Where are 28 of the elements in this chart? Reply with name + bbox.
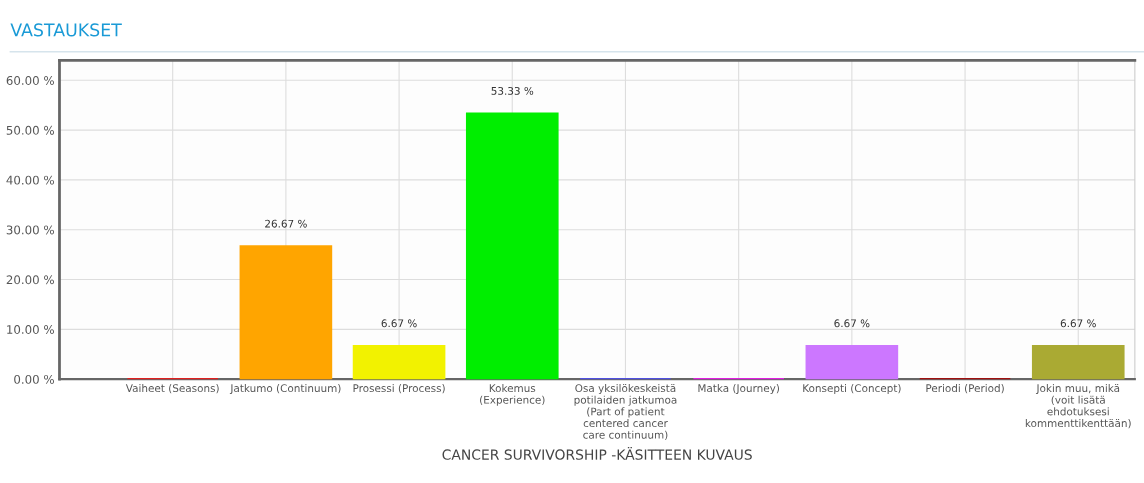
x-tick-label: Osa yksilökeskeistä potilaiden jatkumoa (Part of patient centered cancer care continuum) <box>574 384 677 440</box>
y-tick-label: 20.00 % <box>6 275 54 285</box>
bar <box>239 245 333 380</box>
data-label: 53.33 % <box>491 86 534 95</box>
data-label: 26.67 % <box>265 219 307 228</box>
x-tick-label: Jokin muu, mikä (voit lisätä ehdotuksesi kommenttikenttään) <box>1025 384 1131 429</box>
data-label: 6.67 % <box>834 319 870 328</box>
x-tick-label: Matka (Journey) <box>698 384 779 395</box>
y-tick-label: 50.00 % <box>6 125 54 135</box>
x-tick-label: Prosessi (Process) <box>353 384 445 394</box>
x-tick-label: Periodi (Period) <box>926 384 1004 394</box>
x-tick-label: Vaiheet (Seasons) <box>125 384 219 394</box>
x-tick-label: Jatkumo (Continuum) <box>229 384 341 395</box>
y-tick-label: 60.00 % <box>6 76 54 85</box>
chart-title: VASTAUKSET <box>10 23 122 37</box>
data-label: 6.67 % <box>1060 319 1096 328</box>
y-tick-label: 0.00 % <box>14 374 54 384</box>
y-tick-label: 40.00 % <box>6 175 54 185</box>
x-axis-title: CANCER SURVIVORSHIP -KÄSITTEEN KUVAUS <box>442 446 752 460</box>
bar <box>805 344 899 380</box>
x-tick-label: Kokemus (Experience) <box>480 384 545 406</box>
bar <box>465 112 559 380</box>
data-label: 6.67 % <box>381 319 417 328</box>
y-tick-label: 10.00 % <box>7 325 54 334</box>
bar <box>352 344 446 380</box>
bar <box>1031 344 1125 380</box>
y-tick-label: 30.00 % <box>6 225 54 235</box>
x-tick-label: Konsepti (Concept) <box>803 384 901 395</box>
